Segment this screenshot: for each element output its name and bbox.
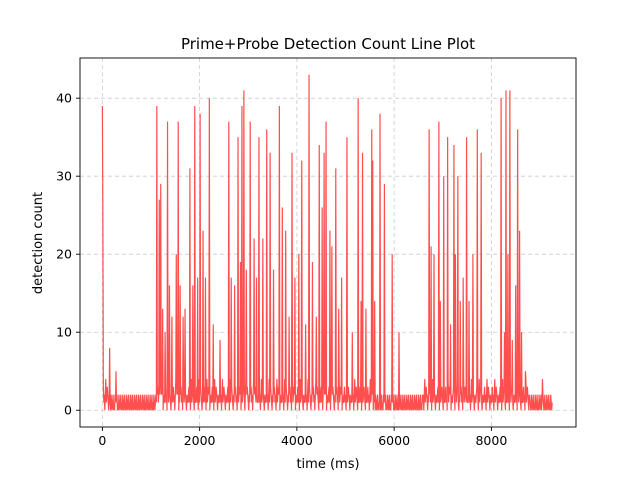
- plot-area-frame: [79, 57, 577, 428]
- y-tick-label: 10: [56, 325, 72, 340]
- y-tick-label: 20: [56, 247, 72, 262]
- x-tick-label: 2000: [184, 433, 216, 448]
- x-tick-label: 6000: [378, 433, 410, 448]
- y-tick-label: 0: [64, 403, 72, 418]
- x-axis-label: time (ms): [296, 457, 359, 472]
- series-layer: [101, 74, 553, 411]
- axis-ticks: 0 2000 4000 6000 8000 0 10 20 30 40: [56, 91, 507, 448]
- y-tick-label: 30: [56, 169, 72, 184]
- x-tick-label: 4000: [281, 433, 313, 448]
- x-tick-label: 8000: [475, 433, 507, 448]
- chart-title: Prime+Probe Detection Count Line Plot: [181, 35, 475, 53]
- x-tick-label: 0: [98, 433, 106, 448]
- y-tick-label: 40: [56, 91, 72, 106]
- detection-count-line: [101, 74, 553, 411]
- y-axis-label: detection count: [31, 192, 46, 294]
